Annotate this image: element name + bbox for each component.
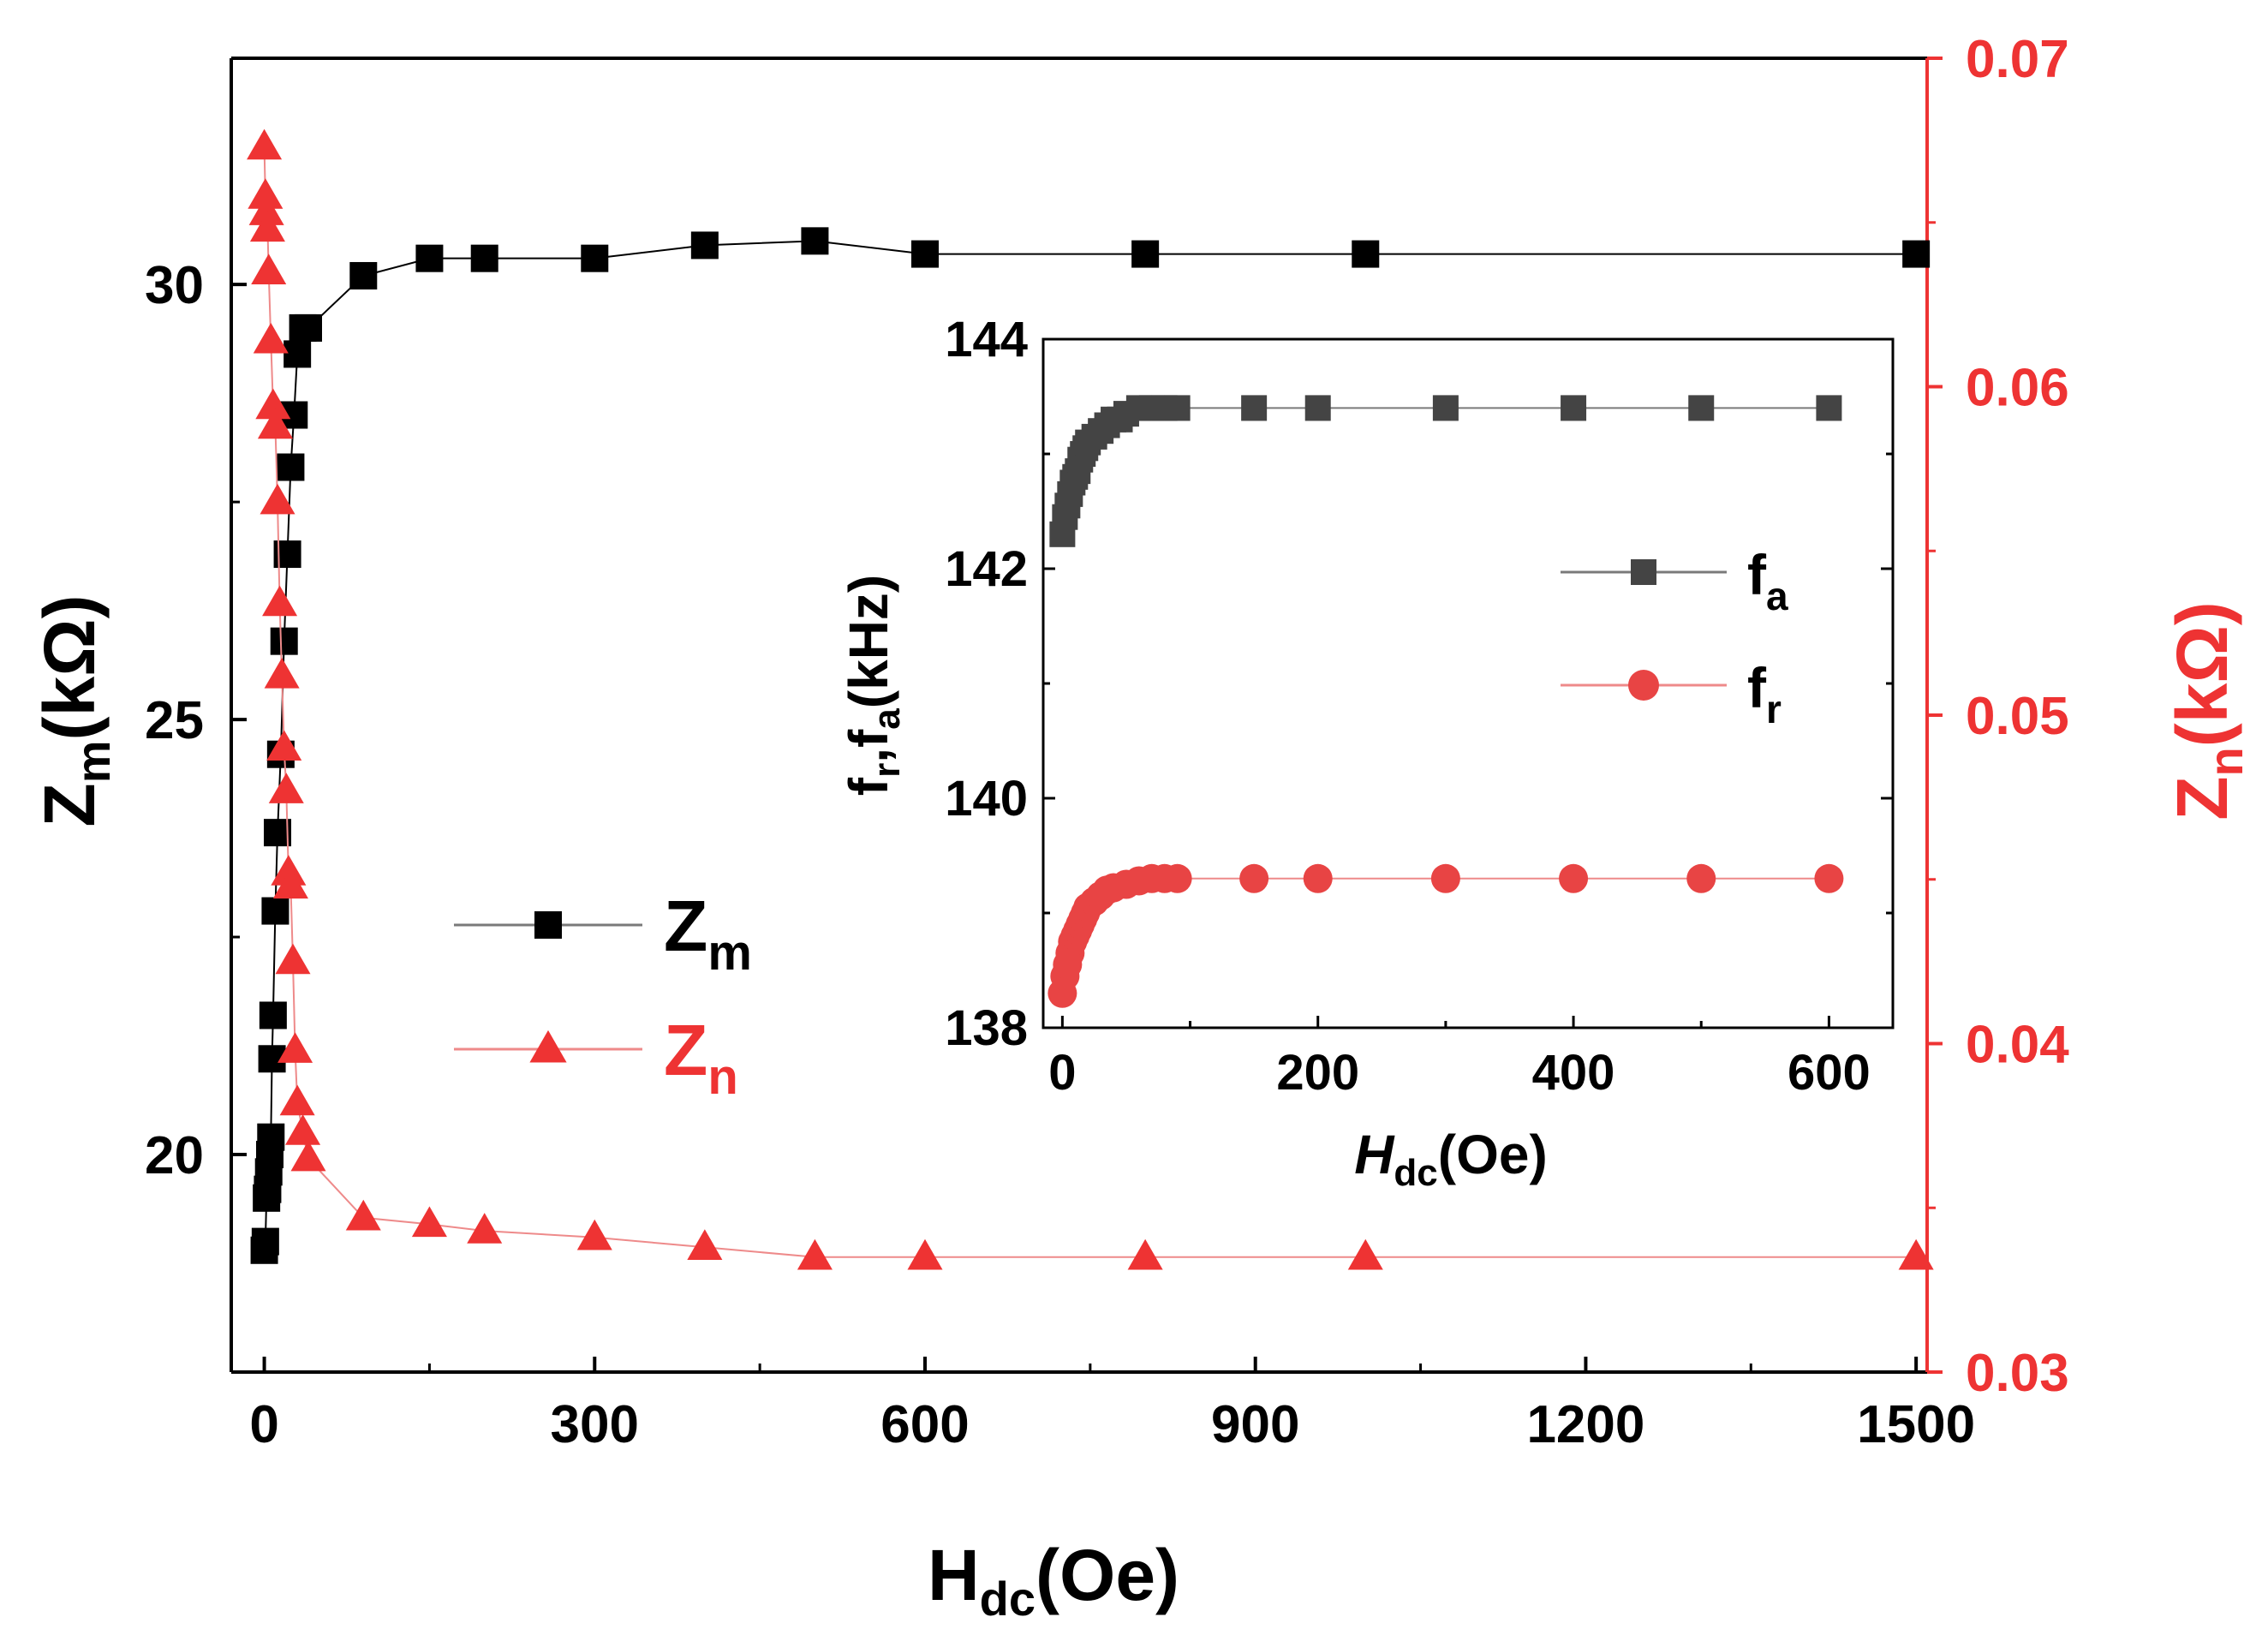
y-left-tick-label: 25 [145,691,204,750]
zm-point [284,340,312,368]
zn-point [248,194,284,225]
zn-point [271,855,307,886]
zn-point [248,178,284,209]
zm-point [690,231,719,260]
inset-y-tick-label: 144 [945,312,1028,367]
zn-point [1347,1238,1383,1270]
zn-point [279,1084,315,1116]
zm-point [261,897,289,925]
zn-point [253,322,289,354]
zn-point [255,388,291,420]
fr-point [1430,863,1460,893]
zm-point [1131,240,1160,268]
zm-point [259,1001,287,1029]
y-right-tick-label: 0.03 [1966,1344,2069,1403]
fa-point [1561,395,1587,421]
zn-point [576,1219,612,1250]
zn-point [345,1199,381,1231]
zm-point [251,1227,279,1256]
y-left-tick-label: 30 [145,256,204,315]
zm-point [1902,240,1931,268]
zm-point [1352,240,1380,268]
fr-point [1239,863,1269,893]
inset-x-tick-label: 0 [1048,1045,1076,1101]
inset-x-tick-label: 400 [1532,1045,1615,1101]
fa-point [1241,395,1268,421]
inset-legend-marker [1631,559,1656,585]
inset-y-tick-label: 142 [945,541,1028,597]
zm-point [270,627,298,655]
zn-point [290,1140,326,1172]
inset-x-tick-label: 600 [1788,1045,1871,1101]
y-right-tick-label: 0.05 [1966,687,2069,746]
inset-legend-marker [1628,670,1659,701]
zn-point [251,254,287,284]
x-tick-label: 0 [249,1395,278,1454]
legend-label: Zn [664,1010,738,1105]
fa-point [1304,395,1331,421]
zn-point [1898,1238,1934,1270]
x-tick-label: 900 [1211,1395,1299,1454]
zn-point [268,773,304,803]
inset-legend-label: fr [1747,656,1782,731]
legend-label: Zm [664,886,752,981]
zm-point [257,1123,285,1151]
inset-frame [1041,337,1895,1029]
zn-point [249,211,285,242]
inset-y-tick-label: 138 [945,1000,1028,1056]
x-tick-label: 600 [880,1395,969,1454]
zn-point [275,943,311,975]
inset-x-tick-label: 200 [1276,1045,1359,1101]
inset-legend-label: fa [1747,543,1788,618]
legend-marker [529,1029,567,1063]
fr-point [1303,863,1333,893]
zn-point [272,868,308,899]
fr-point [1162,863,1192,893]
zn-point [262,585,298,617]
zm-point [295,313,322,342]
fr-point [1686,863,1716,893]
zn-point [797,1238,833,1270]
x-tick-label: 1200 [1526,1395,1644,1454]
zm-point [801,227,829,255]
inset-y-tick-label: 140 [945,771,1028,826]
x-tick-label: 300 [551,1395,639,1454]
y-left-tick-label: 20 [145,1126,204,1185]
inset-y-axis-label: fr,fa(kHz) [838,575,908,796]
zm-point [277,453,305,481]
fr-point [1559,863,1589,893]
zn-point [260,483,295,515]
zn-point [285,1114,321,1145]
zn-point [257,408,293,439]
zm-point [911,240,939,268]
zn-point [278,1032,313,1063]
zn-point [1127,1238,1163,1270]
zn-point [247,128,283,160]
y-right-tick-label: 0.04 [1966,1016,2069,1075]
x-tick-label: 1500 [1857,1395,1975,1454]
y-right-tick-label: 0.06 [1966,359,2069,418]
legend-marker [534,911,562,939]
y-right-tick-label: 0.07 [1966,30,2069,89]
zn-point [467,1213,503,1244]
fa-point [1432,395,1459,421]
zn-point [687,1229,723,1260]
y-left-axis-label: Zm(kΩ) [29,594,120,826]
y-right-axis-label: Zn(kΩ) [2162,601,2253,820]
zm-point [349,261,378,289]
zn-point [411,1206,447,1238]
zm-point [415,244,444,272]
zm-point [470,244,498,272]
fr-point [1814,863,1844,893]
fa-point [1816,395,1842,421]
zn-point [266,730,302,761]
zn-point [264,658,300,689]
fa-point [1164,395,1191,421]
inset-x-axis-label: Hdc(Oe) [1354,1124,1548,1194]
zn-point [907,1238,943,1270]
x-axis-label: Hdc(Oe) [928,1535,1179,1626]
zm-point [581,244,609,272]
fa-point [1688,395,1715,421]
